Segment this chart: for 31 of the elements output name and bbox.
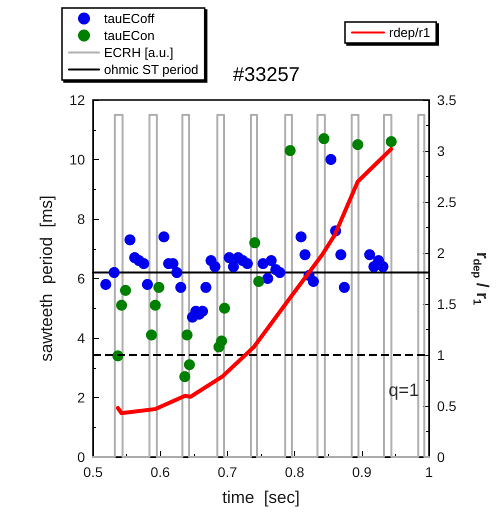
y-tick-label: 12 <box>69 92 86 108</box>
y-tick-label: 0 <box>77 449 86 465</box>
y2-tick-label: 2.5 <box>437 194 457 210</box>
chart-title: #33257 <box>233 64 300 86</box>
y2-tick-label: 0 <box>437 449 445 465</box>
x-tick-label: 0.6 <box>150 464 170 480</box>
y-tick-label: 2 <box>77 390 86 406</box>
legend-label: tauECoff <box>104 11 155 26</box>
legend-label: tauECon <box>104 28 155 43</box>
y-tick-label: 4 <box>77 330 86 346</box>
y-tick-label: 8 <box>77 211 86 227</box>
x-tick-label: 0.7 <box>218 464 238 480</box>
legend-label: ECRH [a.u.] <box>104 45 174 60</box>
x-tick-label: 1 <box>425 464 434 480</box>
x-tick-label: 0.9 <box>352 464 372 480</box>
x-axis-title: time [sec] <box>222 488 300 507</box>
y2-tick-label: 3.5 <box>437 92 457 108</box>
y2-tick-label: 0.5 <box>437 398 457 414</box>
x-tick-label: 0.5 <box>83 464 103 480</box>
x-tick-label: 0.8 <box>284 464 305 480</box>
ref-line-label: q=1 <box>388 380 419 400</box>
y2-tick-label: 1.5 <box>437 296 457 312</box>
legend-label: rdep/r1 <box>389 25 430 40</box>
y-tick-label: 10 <box>69 152 86 168</box>
y2-tick-label: 2 <box>437 245 445 261</box>
y2-tick-label: 3 <box>437 143 445 159</box>
y-axis-title: sawteeth period [ms] <box>37 195 56 362</box>
legend-label: ohmic ST period <box>104 62 198 77</box>
y-tick-label: 6 <box>77 270 86 286</box>
y2-tick-label: 1 <box>437 347 445 363</box>
y2-axis-title: rdep / r1 <box>470 252 492 306</box>
